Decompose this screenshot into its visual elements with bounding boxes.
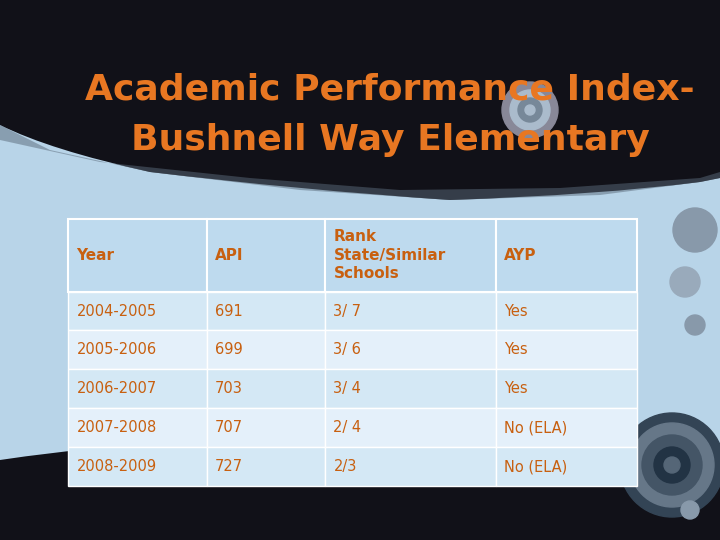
Text: No (ELA): No (ELA) <box>504 459 567 474</box>
Bar <box>68 408 207 447</box>
Bar <box>68 447 207 486</box>
Circle shape <box>525 105 535 115</box>
Text: No (ELA): No (ELA) <box>504 420 567 435</box>
Text: Yes: Yes <box>504 342 528 357</box>
Circle shape <box>502 82 558 138</box>
Bar <box>207 292 325 330</box>
Bar <box>325 330 496 369</box>
Text: 707: 707 <box>215 420 243 435</box>
Bar <box>496 369 637 408</box>
Circle shape <box>654 447 690 483</box>
Text: 2007-2008: 2007-2008 <box>76 420 157 435</box>
Bar <box>496 408 637 447</box>
Bar <box>496 447 637 486</box>
Bar <box>496 219 637 292</box>
Text: 691: 691 <box>215 303 243 319</box>
Text: 703: 703 <box>215 381 243 396</box>
Text: Bushnell Way Elementary: Bushnell Way Elementary <box>130 123 649 157</box>
Text: 3/ 7: 3/ 7 <box>333 303 361 319</box>
Bar <box>207 447 325 486</box>
Bar <box>496 330 637 369</box>
Circle shape <box>685 315 705 335</box>
Bar <box>496 292 637 330</box>
Circle shape <box>673 208 717 252</box>
Text: 2006-2007: 2006-2007 <box>76 381 157 396</box>
Text: 727: 727 <box>215 459 243 474</box>
Bar <box>207 330 325 369</box>
Circle shape <box>670 267 700 297</box>
Circle shape <box>620 413 720 517</box>
Circle shape <box>510 90 550 130</box>
Text: AYP: AYP <box>504 248 536 262</box>
Text: 699: 699 <box>215 342 243 357</box>
Text: Rank
State/Similar
Schools: Rank State/Similar Schools <box>333 229 446 281</box>
PathPatch shape <box>0 125 720 200</box>
PathPatch shape <box>0 433 720 540</box>
Text: Year: Year <box>76 248 114 262</box>
Bar <box>207 408 325 447</box>
Text: 2005-2006: 2005-2006 <box>76 342 156 357</box>
Text: 3/ 4: 3/ 4 <box>333 381 361 396</box>
Bar <box>68 330 207 369</box>
Bar <box>325 369 496 408</box>
Text: 2004-2005: 2004-2005 <box>76 303 156 319</box>
Text: Yes: Yes <box>504 303 528 319</box>
Bar <box>68 219 207 292</box>
Text: 2/3: 2/3 <box>333 459 357 474</box>
Bar <box>207 369 325 408</box>
Text: Yes: Yes <box>504 381 528 396</box>
Circle shape <box>681 501 699 519</box>
Text: 2008-2009: 2008-2009 <box>76 459 156 474</box>
Bar <box>325 219 496 292</box>
Text: 3/ 6: 3/ 6 <box>333 342 361 357</box>
Bar <box>207 219 325 292</box>
Bar <box>68 292 207 330</box>
Circle shape <box>664 457 680 473</box>
Text: Academic Performance Index-: Academic Performance Index- <box>85 73 695 107</box>
Circle shape <box>518 98 542 122</box>
PathPatch shape <box>0 0 720 200</box>
Circle shape <box>630 423 714 507</box>
Bar <box>68 369 207 408</box>
Text: 2/ 4: 2/ 4 <box>333 420 361 435</box>
Circle shape <box>642 435 702 495</box>
Text: API: API <box>215 248 243 262</box>
Bar <box>325 292 496 330</box>
Bar <box>325 408 496 447</box>
Bar <box>325 447 496 486</box>
